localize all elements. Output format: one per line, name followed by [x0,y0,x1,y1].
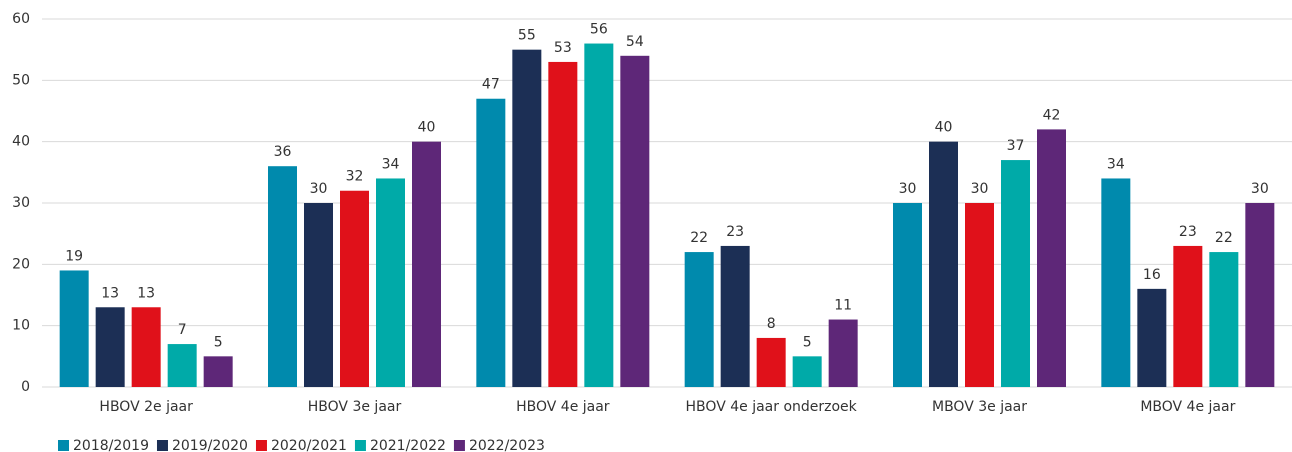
data-label: 23 [1179,224,1197,240]
data-label: 5 [214,334,223,350]
data-label: 37 [1007,138,1025,154]
data-label: 55 [518,28,536,44]
bar [412,141,441,387]
bar [476,98,506,387]
bar [1209,252,1239,387]
bar [203,356,233,387]
bar [620,55,650,388]
data-label: 36 [274,144,292,160]
bar [1001,160,1030,387]
bar [720,245,750,387]
bar [376,178,405,387]
bar [167,344,197,387]
bar [131,307,161,387]
bar [304,203,333,387]
data-label: 40 [935,120,953,136]
x-tick-label: HBOV 4e jaar [516,399,610,415]
bar [95,307,125,387]
data-label: 30 [310,181,328,197]
x-tick-label: MBOV 3e jaar [932,399,1027,415]
data-label: 13 [101,285,119,301]
bar [268,166,297,387]
legend-swatch [354,440,366,451]
bar [548,61,578,387]
bar [1137,288,1167,387]
y-tick-label: 30 [12,195,30,211]
legend-label: 2020/2021 [271,438,347,452]
bar [929,141,958,387]
y-tick-label: 10 [12,318,30,334]
data-label: 11 [834,298,852,314]
bar [828,319,858,387]
data-label: 19 [65,248,83,264]
x-tick-label: HBOV 4e jaar onderzoek [686,399,858,415]
data-label: 30 [971,181,989,197]
bar [59,270,89,387]
legend-swatch [156,440,168,451]
legend-label: 2021/2022 [370,438,446,452]
legend-swatch [453,440,465,451]
x-tick-label: HBOV 2e jaar [99,399,193,415]
data-label: 53 [554,40,572,56]
y-tick-label: 40 [12,134,30,150]
data-label: 34 [1107,156,1125,172]
bar [756,337,786,387]
legend-swatch [255,440,267,451]
data-label: 56 [590,22,608,38]
bar [893,203,922,387]
bar [584,43,614,388]
legend-label: 2018/2019 [73,438,149,452]
bar [1037,129,1066,387]
data-label: 30 [899,181,917,197]
y-tick-label: 60 [12,11,30,27]
data-label: 8 [767,316,776,332]
bar [340,190,369,387]
data-label: 22 [690,230,708,246]
bar [684,252,714,387]
bar [965,203,994,387]
data-label: 40 [418,120,436,136]
x-tick-label: HBOV 3e jaar [308,399,402,415]
data-label: 5 [803,334,812,350]
data-label: 47 [482,77,500,93]
y-tick-label: 20 [12,256,30,272]
bar [1101,178,1131,387]
data-label: 22 [1215,230,1233,246]
y-tick-label: 0 [21,379,30,395]
data-label: 7 [178,322,187,338]
data-label: 16 [1143,267,1161,283]
data-label: 34 [382,156,400,172]
data-label: 30 [1251,181,1269,197]
data-label: 54 [626,34,644,50]
bar [1245,203,1275,387]
data-label: 32 [346,169,364,185]
y-tick-label: 50 [12,72,30,88]
legend-label: 2022/2023 [469,438,545,452]
data-label: 42 [1043,107,1061,123]
bar [512,49,542,388]
bar [792,356,822,387]
data-label: 23 [726,224,744,240]
bar [1173,245,1203,387]
data-label: 13 [137,285,155,301]
legend-swatch [58,440,69,451]
x-tick-label: MBOV 4e jaar [1140,399,1235,415]
legend-label: 2019/2020 [172,438,248,452]
